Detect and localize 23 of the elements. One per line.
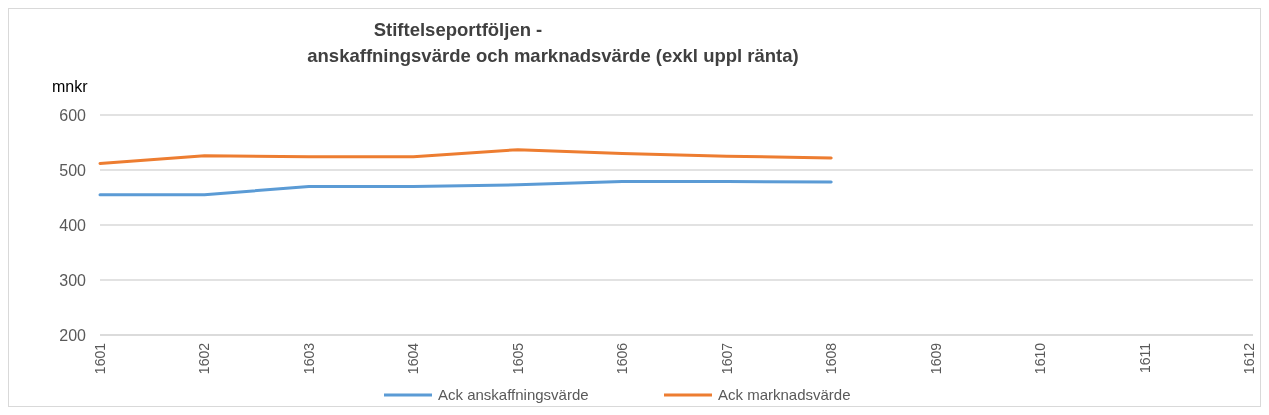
y-tick-label: 300 xyxy=(59,271,87,289)
x-tick-label: 1607 xyxy=(718,342,735,375)
line-series xyxy=(98,148,833,165)
y-tick-label: 600 xyxy=(59,106,87,124)
x-tick-label: 1604 xyxy=(405,342,422,375)
x-tick-label: 1612 xyxy=(1241,342,1257,375)
y-tick-label: 400 xyxy=(59,216,87,234)
x-tick-label: 1603 xyxy=(300,342,317,375)
chart-title: Stiftelseportföljen - anskaffningsvärde och marknadsvärde (exkl uppl ränta) xyxy=(307,19,799,66)
x-tick-label: 1608 xyxy=(823,342,840,375)
x-tick-label: 1601 xyxy=(92,342,108,375)
x-tick-label: 1611 xyxy=(1136,342,1153,374)
legend-label: Ack marknadsvärde xyxy=(718,386,851,403)
x-tick-label: 1602 xyxy=(196,342,213,375)
y-axis-title: mnkr xyxy=(52,78,89,95)
line-series xyxy=(98,180,833,197)
x-tick-label: 1609 xyxy=(927,342,944,375)
x-tick-label: 1606 xyxy=(614,342,631,375)
y-tick-label: 200 xyxy=(59,326,87,344)
legend-label: Ack anskaffningsvärde xyxy=(438,386,589,403)
y-tick-label: 500 xyxy=(59,161,87,179)
x-tick-label: 1610 xyxy=(1032,342,1049,375)
x-tick-label: 1605 xyxy=(509,342,526,375)
